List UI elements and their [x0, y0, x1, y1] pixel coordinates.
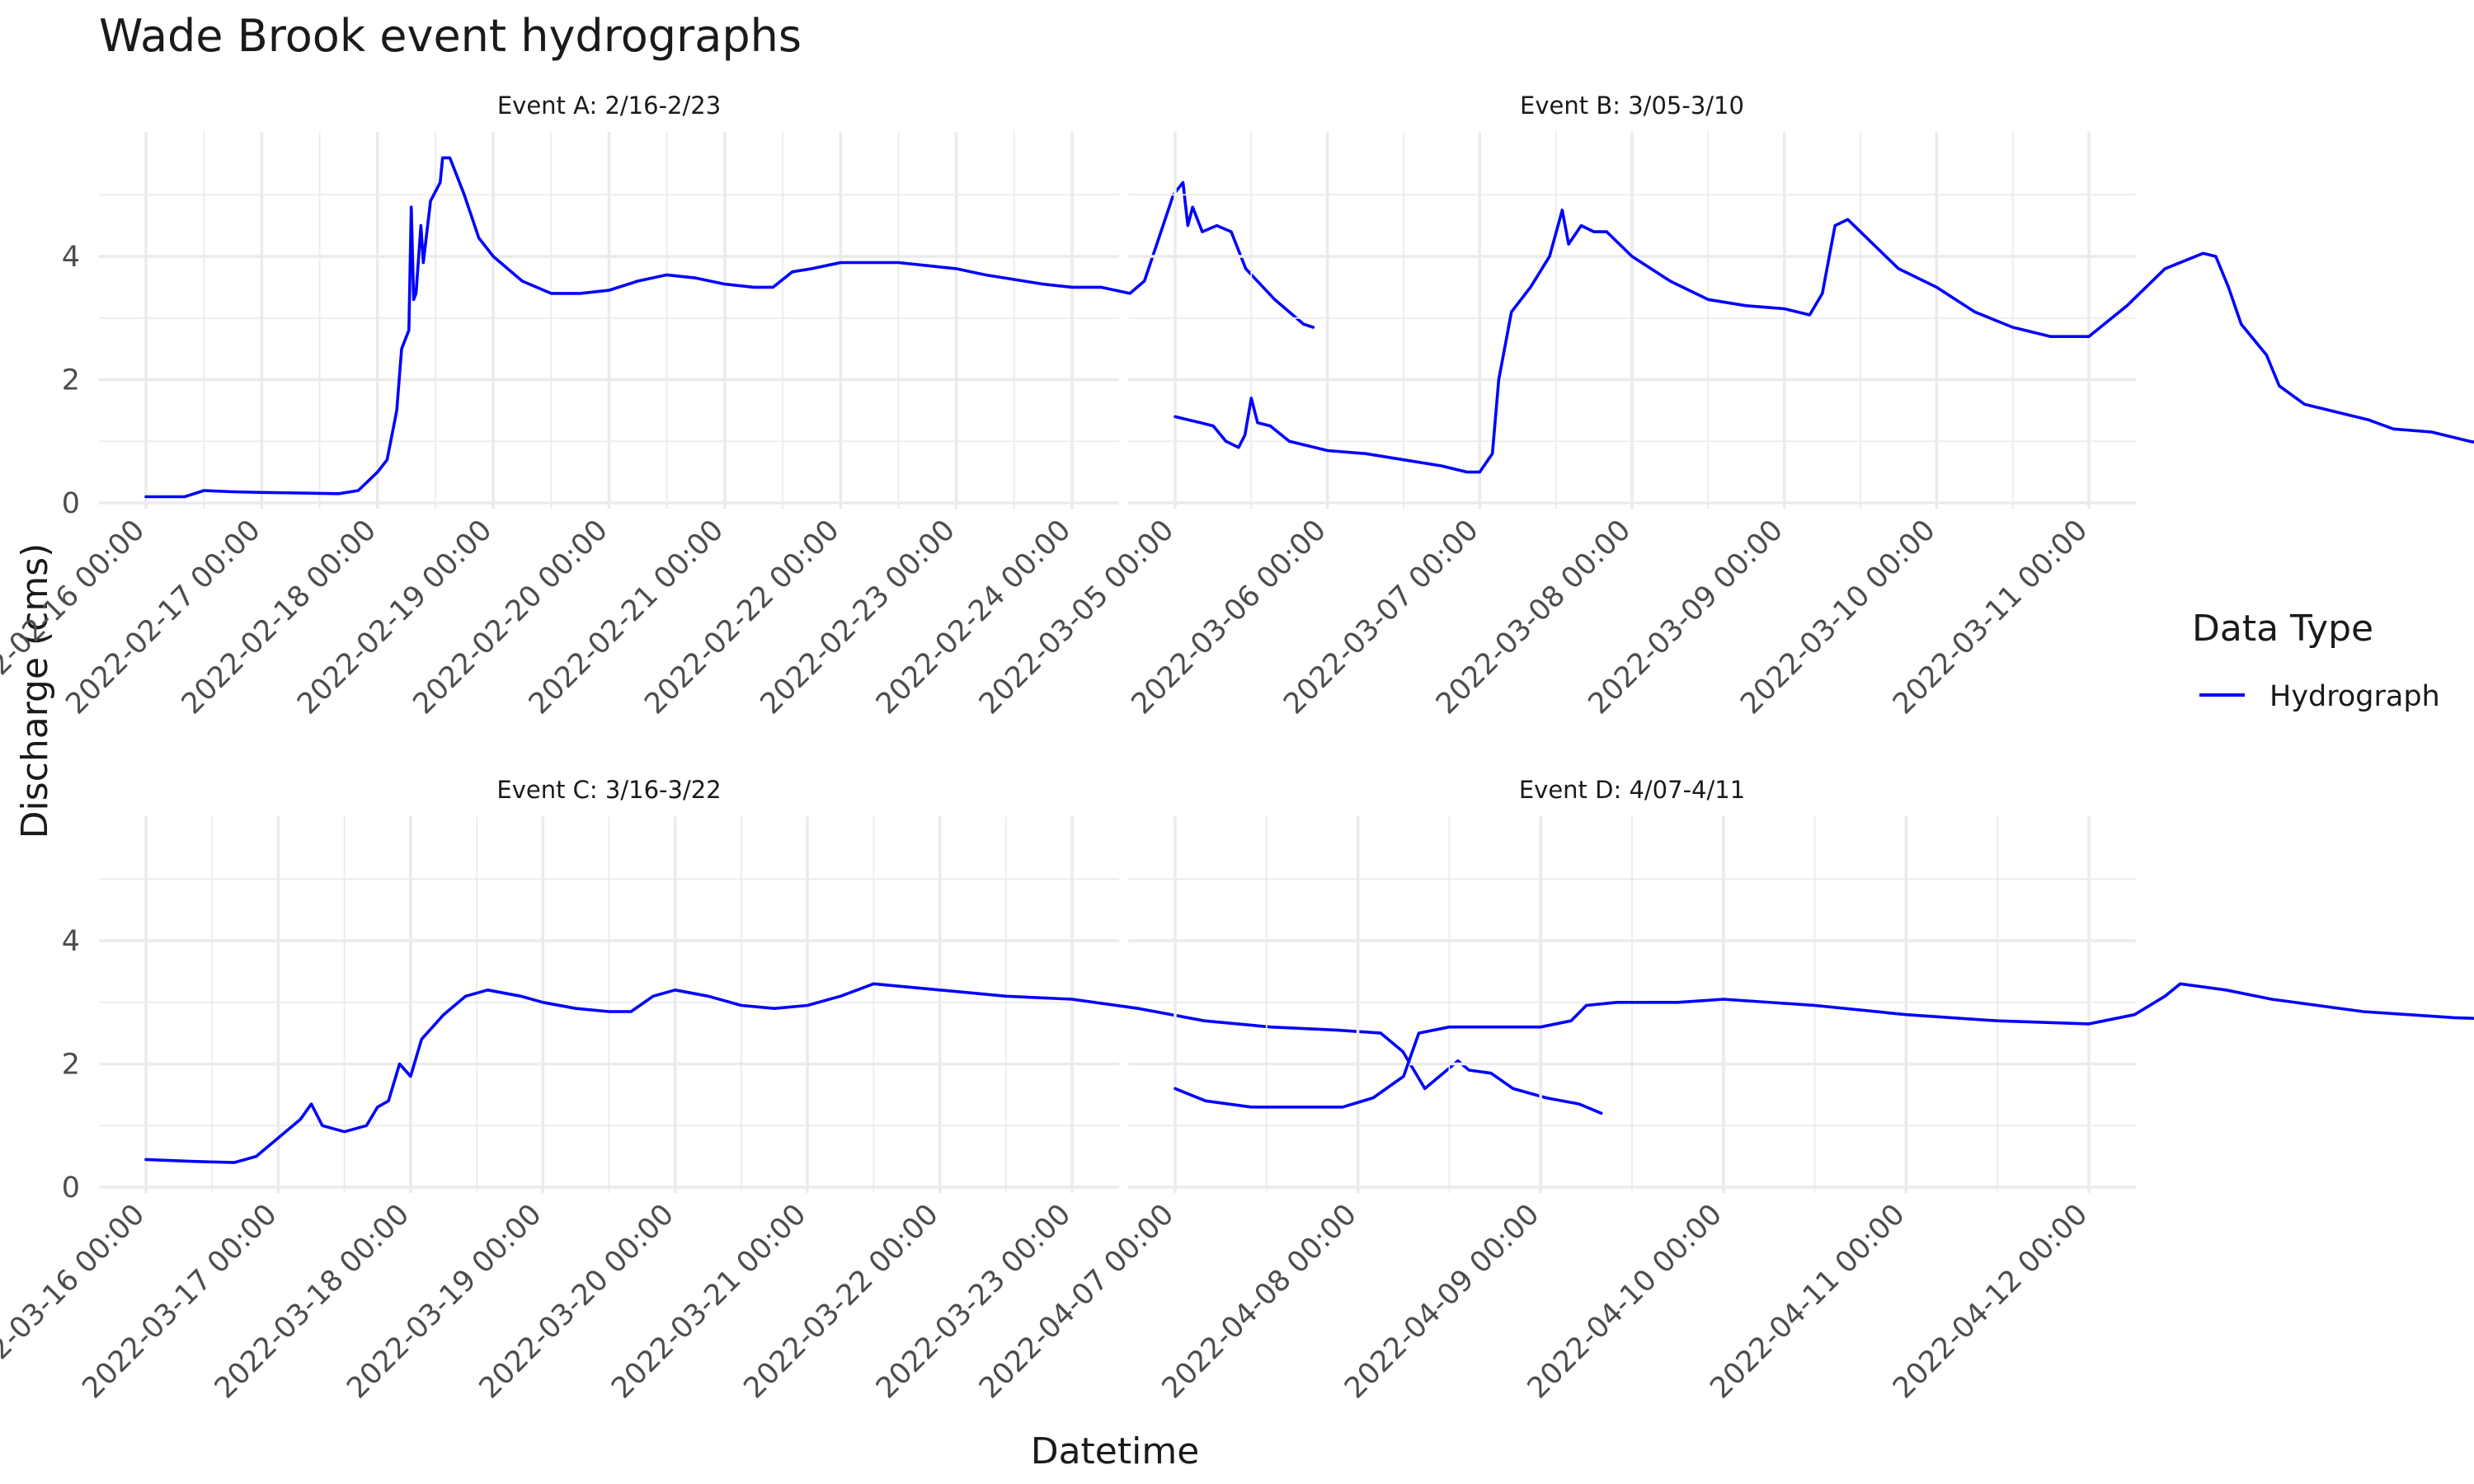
- x-tick-label: 2022-04-11 00:00: [1704, 1198, 1911, 1405]
- x-tick-label: 2022-02-22 00:00: [638, 514, 845, 721]
- legend-title: Data Type: [2192, 608, 2373, 650]
- y-tick-label: 2: [62, 1049, 80, 1082]
- y-tick-label: 2: [62, 364, 80, 397]
- facet-strip-label: Event C: 3/16-3/22: [496, 776, 721, 804]
- facet-strip-label: Event D: 4/07-4/11: [1519, 776, 1745, 804]
- y-tick-label: 4: [62, 241, 80, 274]
- hydrograph-line: [144, 156, 1315, 499]
- x-tick-label: 2022-02-18 00:00: [176, 514, 383, 721]
- x-tick-label: 2022-04-08 00:00: [1156, 1198, 1363, 1405]
- legend: Data Type Hydrograph: [2192, 608, 2440, 713]
- x-tick-label: 2022-04-10 00:00: [1522, 1198, 1729, 1405]
- y-axis-title: Discharge (cms): [14, 543, 56, 839]
- x-tick-label: 2022-04-07 00:00: [973, 1198, 1180, 1405]
- chart-title: Wade Brook event hydrographs: [99, 10, 802, 62]
- x-tick-label: 2022-02-20 00:00: [407, 514, 614, 721]
- facet-strip-label: Event B: 3/05-3/10: [1520, 92, 1744, 120]
- x-tick-label: 2022-02-19 00:00: [291, 514, 498, 721]
- y-tick-label: 0: [62, 487, 80, 520]
- hydrograph-line: [1174, 209, 2474, 474]
- x-axis-title: Datetime: [1031, 1430, 1200, 1472]
- hydrograph-line: [1174, 982, 2474, 1109]
- legend-label-hydrograph: Hydrograph: [2269, 680, 2440, 713]
- x-tick-label: 2022-02-24 00:00: [870, 514, 1077, 721]
- x-tick-label: 2022-02-17 00:00: [59, 514, 266, 721]
- y-tick-label: 0: [62, 1172, 80, 1205]
- x-tick-label: 2022-02-23 00:00: [755, 514, 962, 721]
- x-tick-label: 2022-04-12 00:00: [1887, 1198, 2094, 1405]
- x-tick-label: 2022-04-09 00:00: [1338, 1198, 1545, 1405]
- y-tick-label: 4: [62, 925, 80, 958]
- x-tick-label: 2022-02-21 00:00: [523, 514, 730, 721]
- facet-strip-label: Event A: 2/16-2/23: [497, 92, 721, 120]
- hydrograph-line: [144, 982, 1603, 1164]
